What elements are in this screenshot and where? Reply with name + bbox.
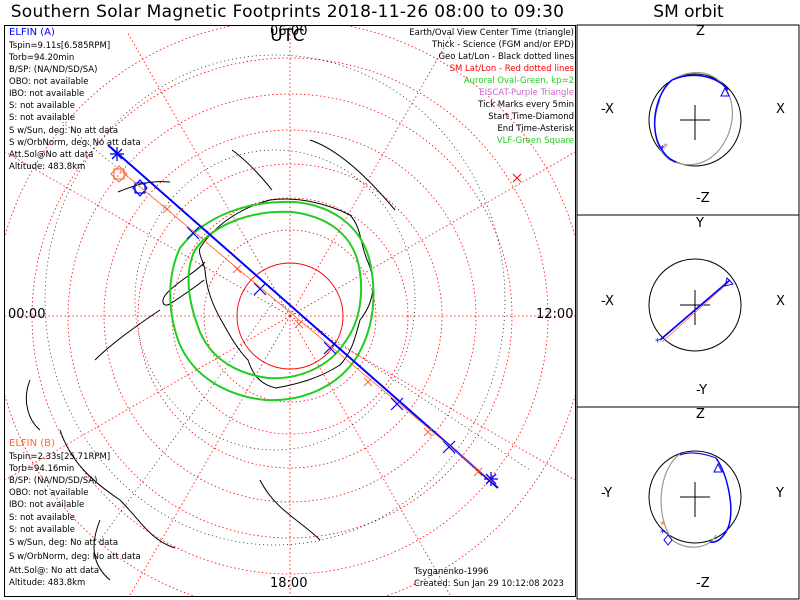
legend-item: SM Lat/Lon - Red dotted lines (449, 64, 574, 74)
orbit-panel-xz: * * (648, 71, 742, 167)
probe-a-name: ELFIN (A) (9, 27, 55, 38)
legend-item: EISCAT-Purple Triangle (479, 88, 574, 98)
coastline (25, 139, 396, 581)
orbit3-left-label: -Y (601, 486, 613, 501)
orbit2-right-label: X (776, 294, 785, 309)
probe-b-line: B/SP: (NA/ND/SD/SA) (9, 476, 98, 486)
probe-a-line: S w/Sun, deg: No att data (9, 126, 119, 136)
footprint-map-frame (4, 25, 576, 597)
probe-a-line: Torb=94.20min (9, 53, 75, 63)
probe-b-line: IBO: not available (9, 500, 85, 510)
probe-b-line: S: not available (9, 525, 75, 535)
orbit-panel-title: SM orbit (653, 2, 724, 22)
probe-b-line: S w/Sun, deg: No att data (9, 538, 119, 548)
orbit-panel-yz: * * (648, 450, 742, 548)
elfin-a-track (107, 144, 499, 489)
probe-b-name: ELFIN (B) (9, 438, 55, 449)
model-label: Tsyganenko-1996 (414, 567, 489, 577)
probe-a-line: OBO: not available (9, 77, 89, 87)
orbit-panel-xy: * (648, 258, 742, 352)
probe-b-line: Altitude: 483.8km (9, 578, 86, 588)
legend-item: Thick - Science (FGM and/or EPD) (431, 40, 574, 50)
hour-label-right: 12:00 (536, 307, 574, 322)
probe-a-line: IBO: not available (9, 89, 85, 99)
probe-b-line: Torb=94.16min (9, 464, 75, 474)
svg-text:*: * (660, 528, 665, 539)
legend-item: Auroral Oval-Green, kp=2 (463, 76, 574, 86)
probe-a-line: S: not available (9, 101, 75, 111)
hour-label-bottom: 18:00 (270, 576, 308, 591)
hour-label-left: 00:00 (8, 307, 46, 322)
probe-b-line: S w/OrbNorm, deg: No att data (9, 552, 141, 562)
elfin-a-start-diamond-icon (132, 179, 148, 197)
orbit2-bottom-label: -Y (696, 383, 708, 398)
probe-a-line: S w/OrbNorm, deg: No att data (9, 138, 141, 148)
svg-text:*: * (660, 520, 665, 531)
orbit2-top-label: Y (696, 216, 704, 231)
probe-a-line: Tspin=9.11s[6.585RPM] (9, 41, 111, 51)
probe-b-line: OBO: not available (9, 488, 89, 498)
legend-item: Geo Lat/Lon - Black dotted lines (438, 52, 574, 62)
svg-text:*: * (660, 144, 665, 155)
elfin-b-start-diamond-icon (110, 165, 128, 183)
legend-item: VLF-Green Square (496, 136, 574, 146)
elfin-a-end-asterisk-icon (110, 147, 498, 486)
orbit2-left-label: -X (601, 294, 614, 309)
legend-item: Tick Marks every 5min (478, 100, 574, 110)
orbit3-top-label: Z (696, 407, 705, 422)
orbit3-right-label: Y (776, 486, 784, 501)
legend-item: Earth/Oval View Center Time (triangle) (409, 28, 574, 38)
created-label: Created: Sun Jan 29 10:12:08 2023 (414, 579, 564, 589)
orbit3-bottom-label: -Z (696, 576, 710, 591)
svg-text:*: * (663, 142, 668, 153)
probe-a-line: Altitude: 483.8km (9, 162, 86, 172)
orbit-panels (576, 24, 800, 600)
probe-a-line: S: not available (9, 113, 75, 123)
probe-a-line: Att.Sol@No att data (9, 150, 94, 160)
sm-longitude-grid (5, 26, 575, 596)
orbit1-top-label: Z (696, 24, 705, 39)
orbit1-left-label: -X (601, 102, 614, 117)
hour-label-top: 06:00 (270, 24, 308, 39)
elfin-b-track (110, 165, 496, 485)
probe-b-line: S: not available (9, 513, 75, 523)
page-title: Southern Solar Magnetic Footprints 2018-… (10, 2, 565, 46)
auroral-oval (169, 200, 375, 402)
orbit1-right-label: X (776, 102, 785, 117)
orbit1-bottom-label: -Z (696, 191, 710, 206)
legend-item: End Time-Asterisk (497, 124, 574, 134)
probe-b-line: Att.Sol@: No att data (9, 566, 100, 576)
probe-a-line: B/SP: (NA/ND/SD/SA) (9, 65, 98, 75)
svg-text:*: * (655, 337, 660, 348)
probe-b-line: Tspin=2.33s[25.71RPM] (9, 452, 111, 462)
legend-item: Start Time-Diamond (488, 112, 574, 122)
